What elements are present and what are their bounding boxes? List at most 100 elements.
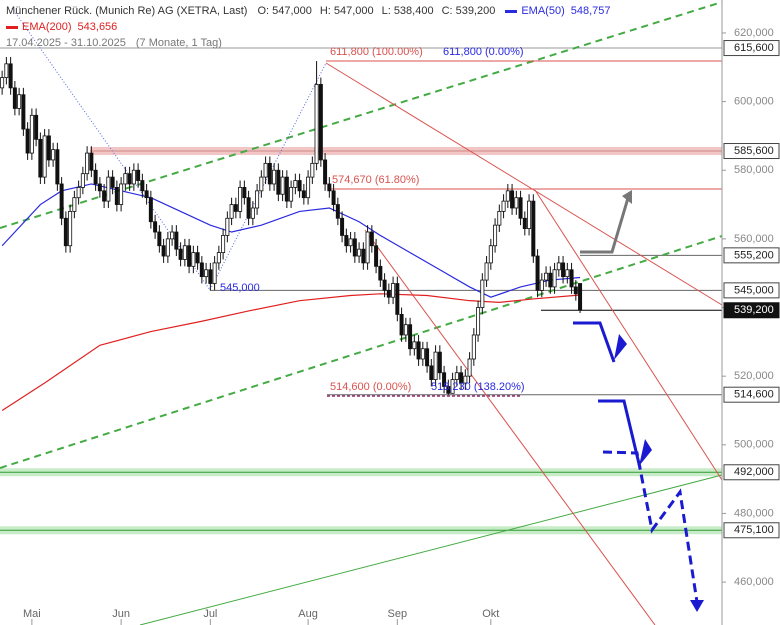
- candle-body: [174, 231, 179, 250]
- candle-body: [21, 94, 26, 130]
- candle-body: [263, 162, 268, 178]
- level-box: [723, 40, 780, 57]
- candle-body: [140, 180, 145, 192]
- candle-body: [46, 135, 51, 161]
- candle-body: [276, 169, 281, 195]
- legend-entry: EMA(200) 543,656: [6, 21, 117, 33]
- level-label: 545,000: [734, 284, 774, 296]
- legend-value: 548,757: [570, 5, 611, 17]
- annotation: 514,600 (0.00%): [330, 381, 411, 393]
- period: 17.04.2025 - 31.10.2025: [6, 37, 126, 49]
- candle-body: [29, 114, 34, 154]
- ohlc-label: L:: [381, 5, 391, 17]
- candle-body: [114, 186, 119, 205]
- candle-body: [8, 63, 13, 89]
- candle-body: [59, 183, 64, 219]
- annotation: 518,230 (138.20%): [431, 381, 525, 393]
- candle-body: [446, 386, 451, 394]
- level-label: 514,600: [734, 389, 774, 401]
- candle-body: [442, 372, 447, 387]
- candle-body: [225, 217, 230, 236]
- candle-body: [454, 372, 459, 380]
- candle-body: [361, 248, 366, 264]
- y-tick-label: 560,000: [734, 233, 774, 245]
- candle-body: [544, 272, 549, 281]
- candle-body: [501, 200, 506, 212]
- level-box: [723, 522, 780, 539]
- candle-body: [136, 169, 141, 181]
- candle-body: [569, 269, 574, 288]
- annotation: 545,000: [220, 282, 260, 294]
- candle-body: [365, 231, 370, 264]
- candle-body: [565, 269, 570, 278]
- candle-body: [480, 279, 485, 308]
- legend-swatch: [505, 9, 518, 13]
- candle-body: [38, 138, 43, 178]
- candle-body: [34, 114, 39, 140]
- candle-body: [429, 365, 434, 380]
- candle-body: [310, 162, 315, 178]
- ema-line: [1, 293, 581, 411]
- chart-title: Münchener Rück. (Munich Re) AG (XETRA, L…: [6, 5, 248, 17]
- y-tick-label: 580,000: [734, 164, 774, 176]
- x-tick-label: Sep: [388, 608, 408, 620]
- candle-body: [459, 372, 464, 384]
- candle-body: [450, 379, 455, 394]
- candle-body: [280, 176, 285, 195]
- candle-body: [467, 358, 472, 377]
- zigzag: [11, 7, 327, 291]
- level-label: 555,200: [734, 249, 774, 261]
- level-label: 475,100: [734, 524, 774, 536]
- candle-body: [374, 245, 379, 267]
- candle-body: [348, 238, 353, 247]
- candle-body: [331, 190, 336, 205]
- arrow-head: [614, 334, 627, 360]
- candle-body: [527, 200, 532, 229]
- ohlc-label: O:: [257, 5, 270, 17]
- ohlc-value: 547,000: [272, 5, 312, 17]
- candle-body: [165, 238, 170, 257]
- x-tick-label: Mai: [23, 608, 41, 620]
- candle-body: [403, 324, 408, 336]
- candle-body: [255, 190, 260, 209]
- candle-body: [391, 283, 396, 298]
- arrow-head: [690, 600, 704, 612]
- ohlc-item: O: 547,000: [257, 5, 311, 17]
- candle-body: [510, 190, 515, 209]
- candle-body: [314, 84, 319, 164]
- period-note: (7 Monate, 1 Tag): [135, 37, 222, 49]
- y-tick-label: 500,000: [734, 439, 774, 451]
- candle-body: [199, 262, 204, 278]
- projection-arrow: [598, 399, 642, 469]
- level-label: 615,600: [734, 42, 774, 54]
- candle-body: [80, 173, 85, 188]
- candle-body: [531, 200, 536, 257]
- candle-body: [93, 169, 98, 185]
- candle-body: [344, 235, 349, 247]
- ohlc-item: C: 539,200: [442, 5, 496, 17]
- legend-value: 543,656: [77, 21, 118, 33]
- candle-body: [195, 252, 200, 264]
- legend-swatch: [6, 25, 18, 29]
- candle-body: [76, 186, 81, 199]
- level-box: [723, 282, 780, 299]
- candle-body: [518, 197, 523, 219]
- candle-body: [408, 324, 413, 350]
- candle-body: [425, 348, 430, 367]
- arrow-head: [639, 439, 652, 466]
- ohlc-label: C:: [441, 5, 453, 17]
- candle-body: [182, 245, 187, 260]
- level-box: [723, 247, 780, 264]
- candle-body: [72, 197, 77, 212]
- candle-body: [573, 286, 578, 295]
- candle-body: [369, 231, 374, 247]
- candle-body: [497, 211, 502, 226]
- candle-body: [352, 238, 357, 257]
- candle-body: [148, 197, 153, 223]
- candle-body: [63, 217, 68, 247]
- candle-body: [123, 173, 128, 185]
- ohlc-label: H:: [319, 5, 331, 17]
- candle-body: [578, 283, 583, 311]
- candle-body: [238, 186, 243, 212]
